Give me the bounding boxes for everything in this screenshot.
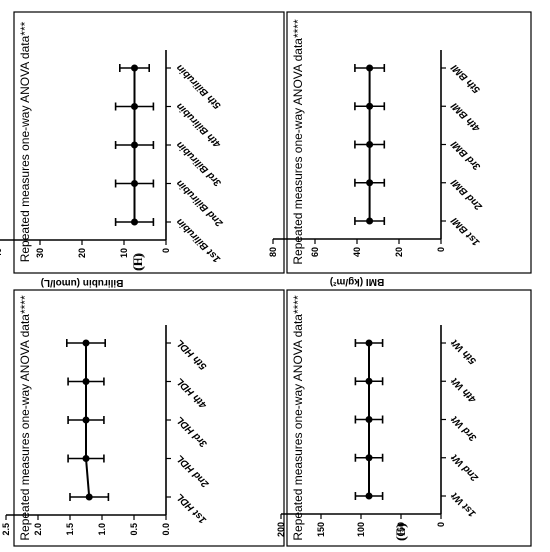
panel-e: (E) Repeated measures one-way ANOVA data*… bbox=[1, 289, 408, 547]
x-tick-label: 3rd BMI bbox=[449, 138, 483, 172]
x-tick-label: 1st Wt bbox=[449, 489, 478, 518]
panel-label: (H) bbox=[130, 253, 145, 271]
y-tick-label: 0.0 bbox=[161, 523, 171, 536]
plot-area: 0.00.51.01.52.02.5HDL (mmol/L)1st HDL2nd… bbox=[1, 325, 212, 536]
x-tick-label: 5th HDL bbox=[174, 337, 209, 372]
y-tick-label: 20 bbox=[394, 247, 404, 257]
panel-frame bbox=[286, 11, 532, 274]
y-tick-label: 1.0 bbox=[97, 523, 107, 536]
data-point bbox=[131, 218, 138, 226]
y-tick-label: 60 bbox=[310, 247, 320, 257]
y-tick-label: 2.5 bbox=[1, 523, 11, 536]
data-point bbox=[131, 141, 138, 149]
y-tick-label: 200 bbox=[276, 522, 286, 537]
y-tick-label: 150 bbox=[316, 522, 326, 537]
data-point bbox=[365, 377, 373, 385]
data-point bbox=[366, 64, 374, 72]
y-tick-label: 0 bbox=[161, 248, 171, 253]
panel-frame bbox=[286, 289, 532, 547]
y-tick-label: 20 bbox=[77, 248, 87, 258]
y-axis-label: Bilirubin (umol/L) bbox=[41, 277, 124, 288]
y-tick-label: 2.0 bbox=[33, 523, 43, 536]
y-axis-label: BMI (kg/m²) bbox=[330, 276, 384, 287]
data-point bbox=[365, 416, 373, 423]
data-point bbox=[365, 339, 373, 347]
x-tick-label: 4th HDL bbox=[174, 375, 210, 411]
data-point bbox=[366, 141, 374, 148]
data-point bbox=[365, 492, 373, 500]
x-tick-label: 4th BMI bbox=[449, 100, 483, 134]
x-tick-label: 5th BMI bbox=[449, 62, 482, 95]
x-tick-label: 1st BMI bbox=[449, 215, 482, 248]
x-tick-label: 2nd BMI bbox=[449, 176, 485, 212]
panel-g: (G) Repeated measures one-way ANOVA data*… bbox=[276, 289, 532, 552]
y-tick-label: 0.5 bbox=[129, 523, 139, 536]
data-point bbox=[131, 103, 138, 110]
y-tick-label: 100 bbox=[356, 522, 366, 537]
data-point bbox=[82, 416, 90, 424]
data-point bbox=[366, 217, 374, 225]
x-tick-label: 1st HDL bbox=[174, 491, 209, 526]
data-point bbox=[82, 378, 90, 385]
y-tick-label: 40 bbox=[0, 248, 3, 258]
x-tick-label: 3rd Wt bbox=[449, 413, 479, 443]
data-point bbox=[366, 102, 374, 110]
data-point bbox=[365, 454, 373, 462]
panel-label: (G) bbox=[393, 523, 408, 541]
panel-frame bbox=[13, 289, 285, 547]
panel-label: (F) bbox=[130, 254, 145, 270]
data-point bbox=[131, 64, 138, 72]
y-tick-label: 0 bbox=[436, 522, 446, 527]
chart-title: Repeated measures one-way ANOVA data**** bbox=[291, 295, 305, 541]
x-tick-label: 5th Wt bbox=[449, 336, 479, 366]
y-tick-label: 40 bbox=[352, 247, 362, 257]
y-tick-label: 10 bbox=[119, 248, 129, 258]
x-tick-label: 4th Wt bbox=[449, 375, 480, 406]
y-tick-label: 30 bbox=[35, 248, 45, 258]
x-tick-label: 2nd Wt bbox=[449, 451, 482, 484]
chart-title: Repeated measures one-way ANOVA data**** bbox=[18, 295, 32, 541]
data-point bbox=[82, 339, 90, 347]
chart-title: Repeated measures one-way ANOVA data*** bbox=[18, 21, 32, 262]
y-tick-label: 80 bbox=[268, 247, 278, 257]
chart-title: Repeated measures one-way ANOVA data**** bbox=[291, 19, 305, 265]
data-point bbox=[82, 455, 90, 462]
y-tick-label: 1.5 bbox=[65, 523, 75, 536]
y-tick-label: 50 bbox=[396, 522, 406, 532]
data-point bbox=[131, 180, 138, 187]
data-point bbox=[366, 179, 374, 187]
x-tick-label: 2nd HDL bbox=[174, 452, 212, 490]
panel-label: (E) bbox=[393, 524, 408, 541]
x-tick-label: 3rd HDL bbox=[174, 414, 209, 449]
y-tick-label: 0 bbox=[436, 247, 446, 252]
data-point bbox=[85, 493, 93, 501]
panel-frame bbox=[13, 11, 285, 274]
panel-f: (F) Repeated measures one-way ANOVA data*… bbox=[0, 11, 285, 288]
